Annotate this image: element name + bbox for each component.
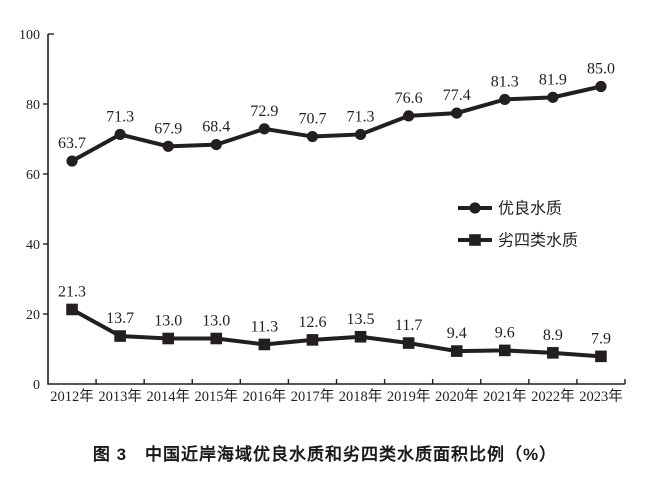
data-point-value-label: 9.4 — [447, 325, 467, 342]
y-axis-tick-label: 60 — [26, 168, 40, 183]
data-point-square-marker — [210, 332, 223, 345]
data-point-circle-marker — [451, 107, 463, 119]
data-point-value-label: 11.7 — [395, 317, 422, 334]
data-point-value-label: 13.0 — [154, 313, 182, 330]
x-axis-category-label: 2012年 — [50, 388, 94, 405]
series-circle: 63.7 71.3 67.9 68.4 72.9 70.7 71.3 76.6 77.4 81.3… — [58, 61, 615, 167]
data-point-value-label: 67.9 — [154, 120, 182, 137]
data-point-value-label: 13.7 — [106, 310, 134, 327]
data-point-square-marker — [595, 350, 607, 363]
legend-square-marker-icon — [469, 234, 481, 246]
data-point-value-label: 13.5 — [347, 311, 375, 328]
x-axis-category-label: 2018年 — [339, 388, 383, 405]
data-point-square-marker — [114, 330, 126, 342]
y-axis-tick-label: 80 — [26, 98, 40, 113]
data-point-circle-marker — [403, 110, 415, 122]
legend-label: 优良水质 — [498, 200, 562, 218]
data-point-value-label: 7.9 — [591, 330, 611, 347]
data-point-value-label: 63.7 — [58, 135, 86, 152]
x-axis-category-label: 2022年 — [531, 388, 575, 405]
data-point-value-label: 81.3 — [491, 73, 519, 90]
data-point-value-label: 9.6 — [495, 324, 515, 341]
data-point-circle-marker — [354, 128, 367, 141]
data-point-square-marker — [547, 347, 559, 359]
data-point-value-label: 81.9 — [539, 71, 567, 88]
data-point-circle-marker — [162, 140, 174, 152]
x-axis-category-label: 2014年 — [146, 388, 190, 405]
data-point-square-marker — [402, 337, 415, 349]
y-axis-tick-label: 100 — [19, 28, 40, 43]
data-point-square-marker — [354, 330, 367, 343]
data-point-square-marker — [162, 332, 175, 345]
x-axis-category-label: 2019年 — [387, 388, 431, 405]
data-point-circle-marker — [114, 128, 126, 141]
data-point-value-label: 68.4 — [202, 119, 230, 136]
data-point-circle-marker — [66, 155, 78, 167]
data-point-square-marker — [66, 303, 78, 316]
x-axis-category-label: 2017年 — [291, 388, 335, 405]
data-point-circle-marker — [306, 130, 319, 143]
data-point-square-marker — [306, 334, 319, 346]
data-point-value-label: 21.3 — [58, 283, 86, 300]
y-axis-tick-label: 40 — [26, 238, 40, 253]
x-axis-category-label: 2013年 — [98, 388, 142, 405]
data-point-circle-marker — [595, 80, 607, 93]
data-point-value-label: 72.9 — [250, 103, 278, 120]
legend-label: 劣四类水质 — [498, 232, 578, 250]
data-point-circle-marker — [547, 91, 559, 103]
series-square: 21.3 13.7 13.0 13.0 11.3 12.6 13.5 11.7 9.4 9.6 8.… — [58, 283, 611, 363]
series-line — [71, 307, 602, 359]
data-point-value-label: 70.7 — [298, 111, 326, 128]
data-point-value-label: 71.3 — [347, 108, 375, 125]
legend-circle-marker-icon — [469, 202, 481, 214]
y-axis-tick-label: 20 — [26, 308, 40, 323]
data-point-value-label: 85.0 — [587, 61, 615, 78]
data-point-circle-marker — [499, 93, 511, 106]
data-point-value-label: 76.6 — [395, 90, 423, 107]
data-point-square-marker — [450, 345, 463, 357]
legend-item: 优良水质 — [458, 200, 562, 218]
x-axis-category-label: 2021年 — [483, 388, 527, 405]
data-point-circle-marker — [258, 123, 270, 135]
data-point-square-marker — [498, 344, 511, 357]
x-axis-category-label: 2023年 — [579, 388, 623, 405]
data-point-value-label: 77.4 — [443, 87, 471, 104]
data-point-value-label: 71.3 — [106, 108, 134, 125]
legend-item: 劣四类水质 — [458, 232, 578, 250]
data-point-value-label: 11.3 — [251, 318, 278, 335]
figure-caption: 图 3 中国近岸海域优良水质和劣四类水质面积比例（%） — [92, 445, 558, 464]
data-point-circle-marker — [210, 139, 222, 151]
x-axis-category-label: 2020年 — [435, 388, 479, 405]
series-line — [71, 84, 602, 163]
data-point-square-marker — [258, 338, 271, 351]
data-point-value-label: 12.6 — [298, 314, 326, 331]
y-axis-tick-label: 0 — [33, 378, 40, 393]
x-axis-category-label: 2016年 — [243, 388, 287, 405]
x-axis-category-label: 2015年 — [195, 388, 239, 405]
data-point-value-label: 13.0 — [202, 313, 230, 330]
data-point-value-label: 8.9 — [543, 327, 563, 344]
